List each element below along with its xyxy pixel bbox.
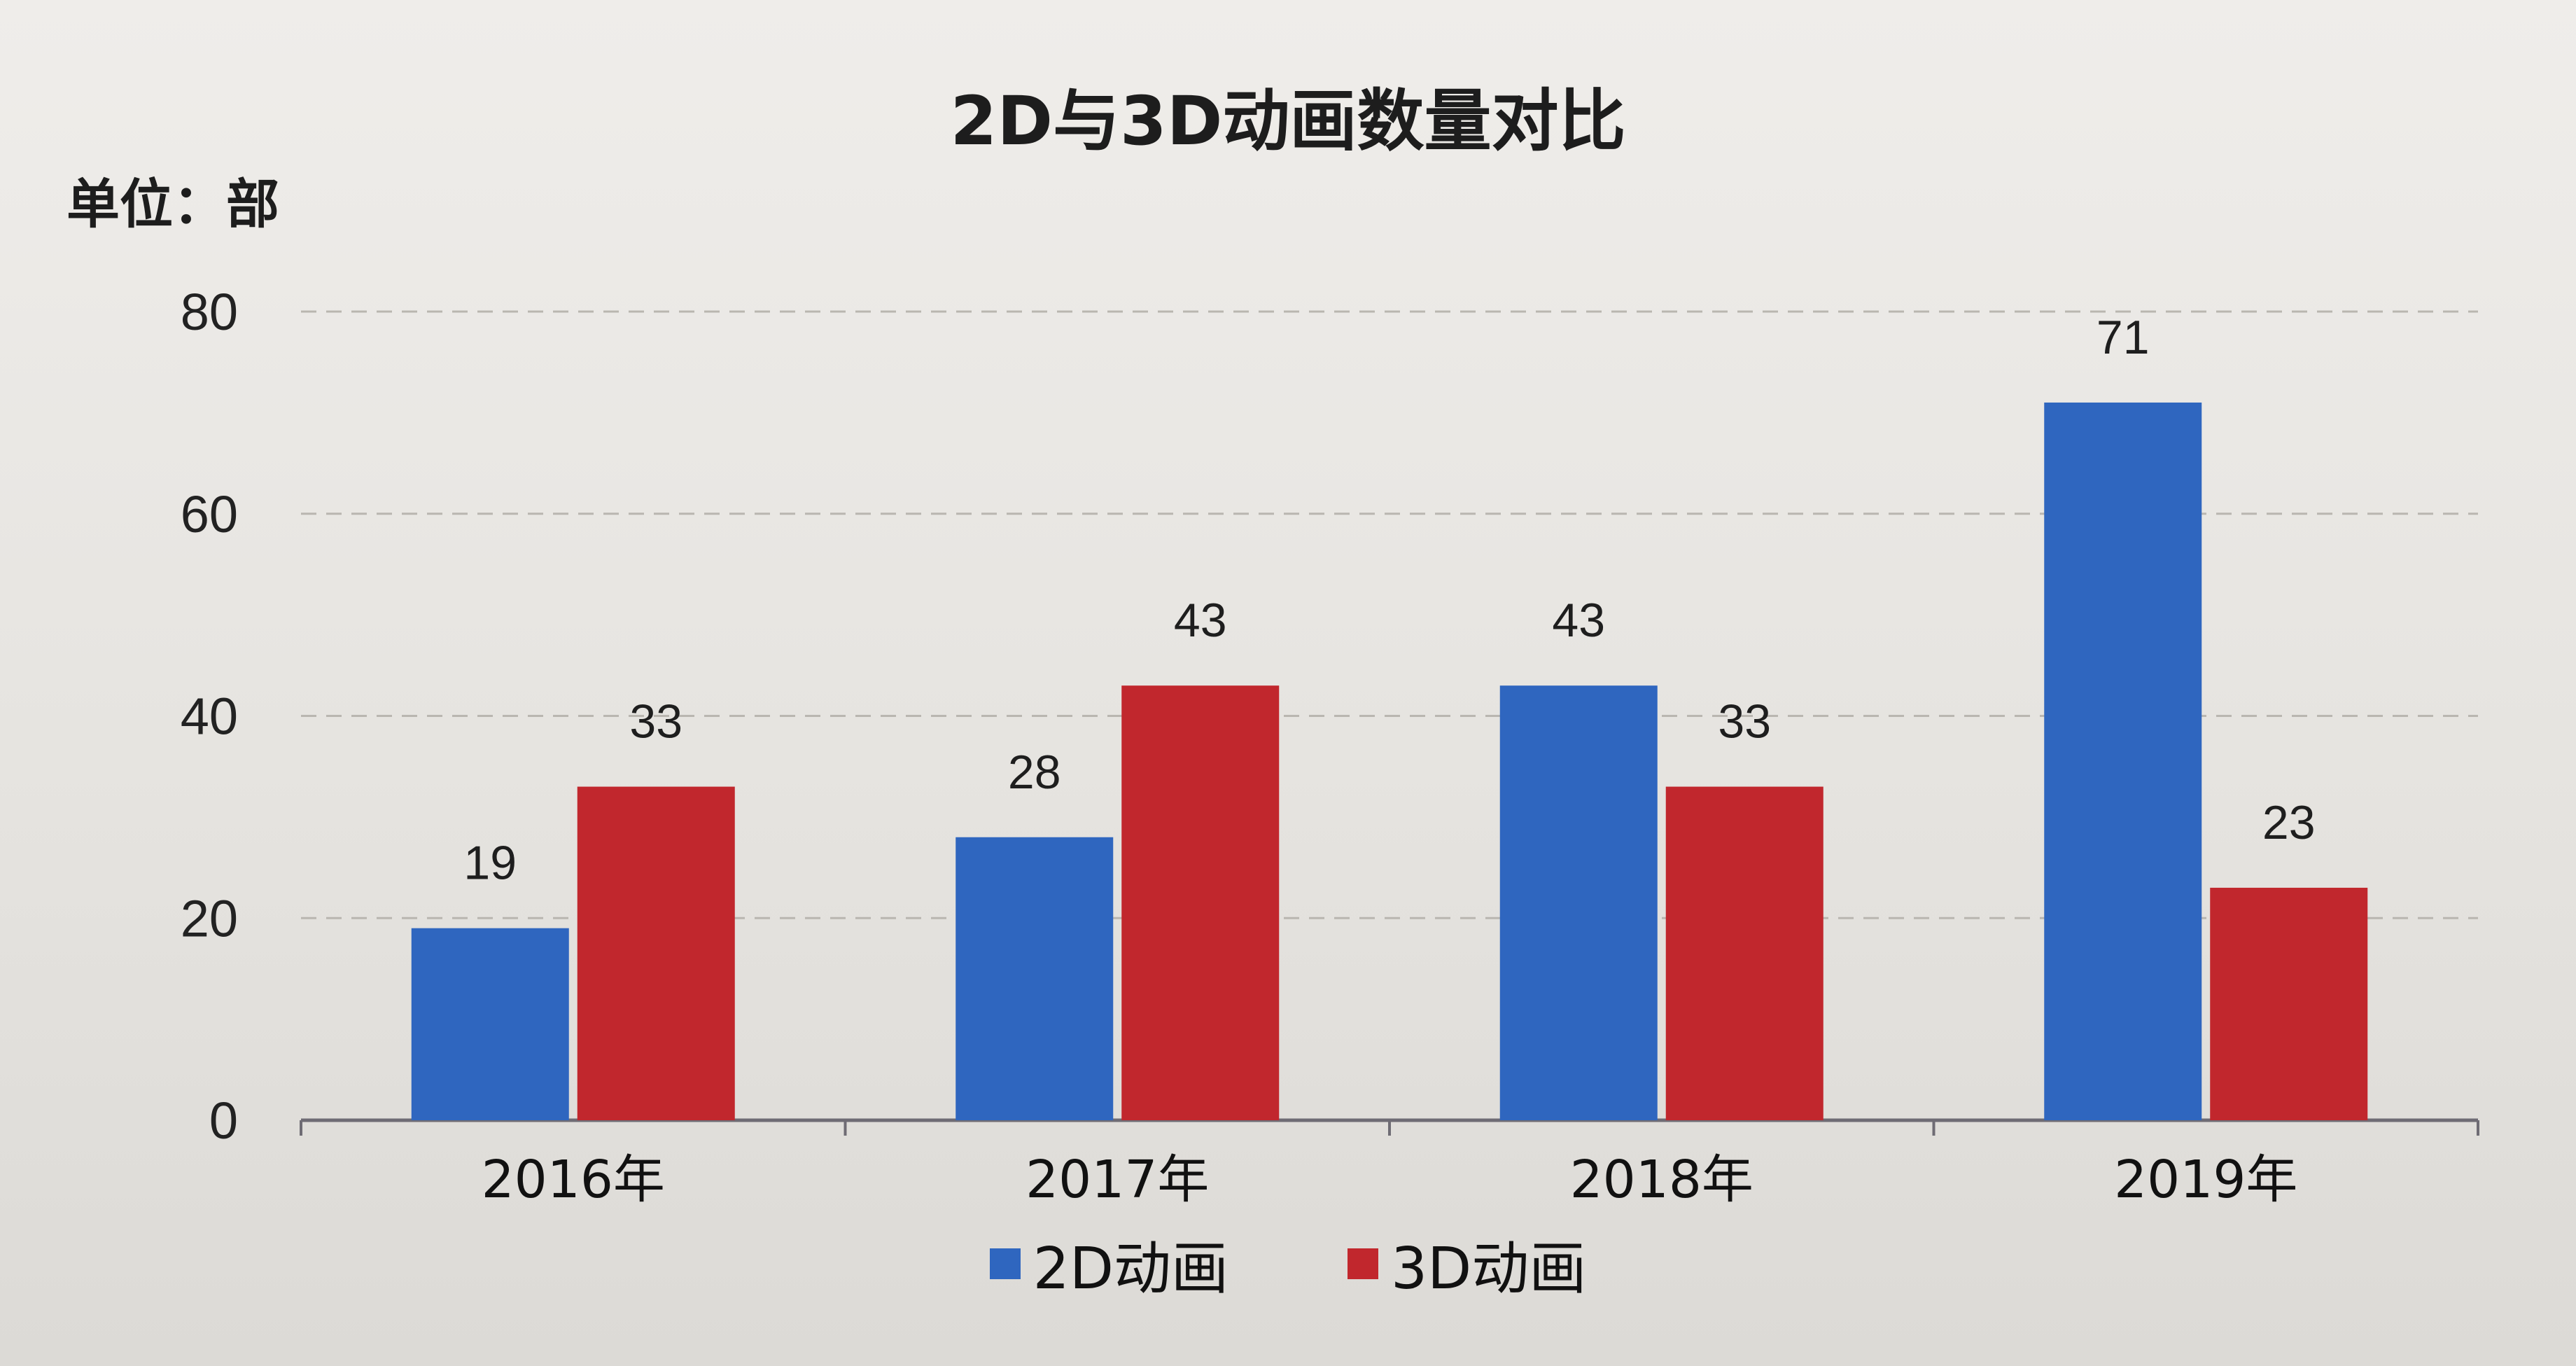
x-tick-label: 2016年 (482, 1150, 665, 1210)
unit-label: 单位：部 (66, 173, 279, 235)
data-label-3d: 43 (1174, 594, 1227, 647)
bar-2d (955, 837, 1114, 1120)
bar-3d (577, 786, 735, 1120)
data-label-3d: 33 (629, 695, 682, 748)
bar-2d (1499, 685, 1658, 1120)
bar-3d (2210, 887, 2368, 1120)
data-label-2d: 19 (463, 837, 517, 890)
legend: 2D动画 3D动画 (0, 1222, 2576, 1305)
data-label-2d: 28 (1008, 746, 1061, 799)
x-tick-label: 2017年 (1026, 1150, 1209, 1210)
legend-label-2d: 2D动画 (1032, 1236, 1228, 1302)
legend-item-3d: 3D动画 (1348, 1222, 1586, 1305)
y-tick-label: 0 (209, 1092, 238, 1150)
data-label-3d: 23 (2262, 796, 2316, 849)
data-label-2d: 71 (2096, 311, 2150, 364)
data-label-3d: 33 (1718, 695, 1771, 748)
bar-3d (1665, 786, 1823, 1120)
legend-swatch-2d (989, 1248, 1021, 1279)
legend-item-2d: 2D动画 (989, 1222, 1228, 1305)
y-tick-label: 20 (181, 889, 238, 947)
chart-title: 2D与3D动画数量对比 (950, 82, 1626, 160)
y-tick-label: 80 (181, 283, 238, 341)
data-label-2d: 43 (1552, 594, 1605, 647)
bar-3d (1121, 685, 1280, 1120)
y-tick-label: 60 (181, 485, 238, 543)
legend-label-3d: 3D动画 (1391, 1236, 1587, 1302)
y-tick-label: 40 (181, 688, 238, 746)
bar-2d (411, 928, 569, 1120)
legend-swatch-3d (1348, 1248, 1378, 1279)
bar-2d (2044, 402, 2202, 1120)
x-tick-label: 2018年 (1570, 1150, 1754, 1210)
x-tick-label: 2019年 (2114, 1150, 2297, 1210)
